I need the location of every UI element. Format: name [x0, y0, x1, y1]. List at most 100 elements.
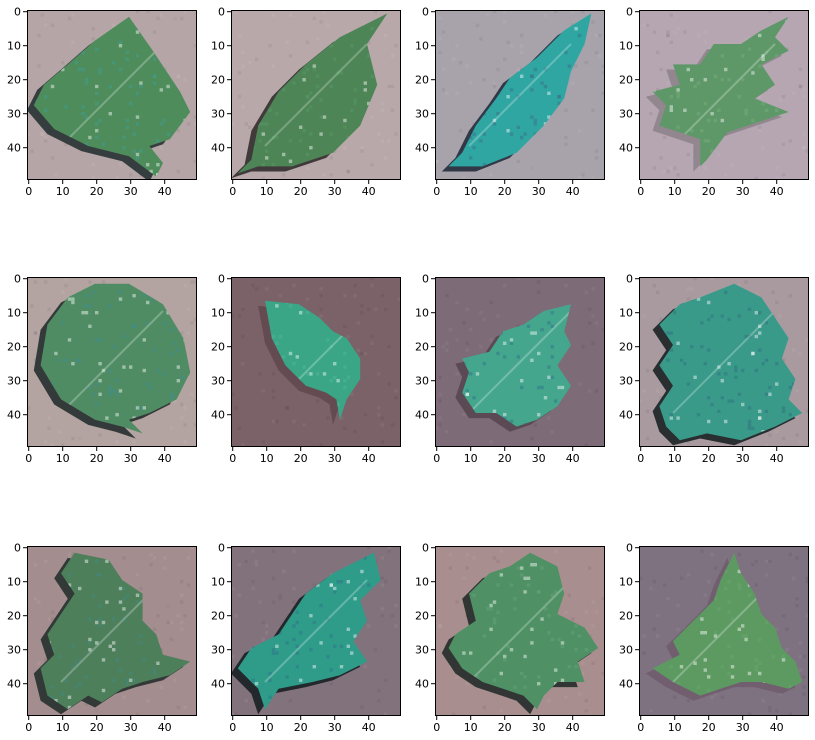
axes-frame — [231, 277, 401, 447]
y-tick-label: 30 — [7, 375, 21, 388]
y-tick-label: 30 — [211, 375, 225, 388]
y-tick-label: 30 — [619, 644, 633, 657]
x-tick-label: 20 — [294, 452, 308, 465]
x-tick-label: 20 — [294, 185, 308, 198]
y-tick-label: 10 — [619, 576, 633, 589]
x-tick-label: 10 — [260, 452, 274, 465]
y-tick-label: 10 — [211, 40, 225, 53]
x-tick-label: 40 — [158, 452, 172, 465]
y-tick-label: 40 — [7, 678, 21, 691]
x-tick-label: 20 — [702, 452, 716, 465]
leaf — [652, 552, 803, 696]
y-tick-label: 0 — [626, 6, 633, 19]
image-panel: 0 10 20 30 40 0 10 20 30 40 — [415, 6, 605, 198]
x-tick-label: 30 — [328, 721, 342, 734]
x-tick-label: 20 — [702, 721, 716, 734]
axes-frame — [435, 546, 605, 716]
y-tick-label: 40 — [619, 409, 633, 422]
y-tick-label: 0 — [14, 273, 21, 286]
x-tick-label: 10 — [668, 452, 682, 465]
y-tick-label: 30 — [211, 108, 225, 121]
leaf — [40, 552, 191, 710]
y-tick-label: 40 — [211, 142, 225, 155]
x-tick-label: 10 — [464, 452, 478, 465]
y-tick-label: 20 — [211, 341, 225, 354]
x-tick-label: 20 — [498, 452, 512, 465]
x-tick-label: 0 — [637, 185, 644, 198]
y-tick-label: 40 — [619, 678, 633, 691]
y-tick-label: 20 — [415, 610, 429, 623]
y-tick-label: 0 — [626, 542, 633, 555]
y-tick-label: 10 — [415, 40, 429, 53]
x-tick-label: 0 — [25, 721, 32, 734]
y-tick-label: 0 — [422, 6, 429, 19]
y-tick-label: 20 — [415, 341, 429, 354]
x-tick-label: 40 — [362, 452, 376, 465]
x-tick-label: 40 — [362, 721, 376, 734]
x-tick-label: 0 — [229, 452, 236, 465]
y-tick-label: 20 — [619, 341, 633, 354]
axes-frame — [435, 277, 605, 447]
x-tick-label: 20 — [294, 721, 308, 734]
x-tick-label: 20 — [498, 185, 512, 198]
y-tick-label: 40 — [211, 678, 225, 691]
leaf — [448, 552, 599, 710]
x-tick-label: 20 — [702, 185, 716, 198]
image-panel: 0 10 20 30 40 0 10 20 30 40 — [7, 6, 197, 198]
y-tick-label: 0 — [218, 542, 225, 555]
x-tick-label: 0 — [229, 721, 236, 734]
y-tick-label: 10 — [211, 307, 225, 320]
image-panel: 0 10 20 30 40 0 10 20 30 40 — [619, 542, 809, 734]
leaf — [237, 552, 381, 710]
image-panel: 0 10 20 30 40 0 10 20 30 40 — [211, 273, 401, 465]
x-tick-label: 30 — [124, 452, 138, 465]
y-tick-label: 0 — [14, 542, 21, 555]
y-tick-label: 30 — [415, 644, 429, 657]
y-tick-label: 30 — [415, 108, 429, 121]
y-tick-label: 0 — [14, 6, 21, 19]
y-tick-label: 20 — [619, 74, 633, 87]
x-tick-label: 10 — [56, 452, 70, 465]
x-tick-label: 40 — [566, 185, 580, 198]
x-tick-label: 10 — [464, 721, 478, 734]
x-tick-label: 10 — [56, 185, 70, 198]
x-tick-label: 40 — [770, 452, 784, 465]
axes-frame — [27, 277, 197, 447]
y-tick-label: 40 — [619, 142, 633, 155]
leaf — [33, 16, 191, 177]
x-tick-label: 40 — [362, 185, 376, 198]
leaf — [237, 13, 388, 174]
image-panel: 0 10 20 30 40 0 10 20 30 40 — [7, 273, 197, 465]
x-tick-label: 40 — [566, 721, 580, 734]
axes-frame — [27, 546, 197, 716]
axes-frame — [435, 10, 605, 180]
y-tick-label: 10 — [7, 40, 21, 53]
x-tick-label: 30 — [736, 721, 750, 734]
leaf — [652, 16, 789, 167]
y-tick-label: 40 — [211, 409, 225, 422]
axes-frame — [639, 546, 809, 716]
x-tick-label: 20 — [90, 452, 104, 465]
x-tick-label: 10 — [464, 185, 478, 198]
leaf — [462, 304, 571, 427]
x-tick-label: 40 — [158, 721, 172, 734]
image-panel: 0 10 20 30 40 0 10 20 30 40 — [619, 6, 809, 198]
image-panel: 0 10 20 30 40 0 10 20 30 40 — [7, 542, 197, 734]
x-tick-label: 40 — [158, 185, 172, 198]
x-tick-label: 10 — [56, 721, 70, 734]
leaf — [659, 283, 803, 441]
y-tick-label: 20 — [7, 74, 21, 87]
image-panel: 0 10 20 30 40 0 10 20 30 40 — [415, 273, 605, 465]
x-tick-label: 40 — [566, 452, 580, 465]
x-tick-label: 30 — [328, 452, 342, 465]
y-tick-label: 30 — [415, 375, 429, 388]
image-panel: 0 10 20 30 40 0 10 20 30 40 — [415, 542, 605, 734]
x-tick-label: 10 — [260, 721, 274, 734]
x-tick-label: 30 — [736, 452, 750, 465]
x-tick-label: 10 — [260, 185, 274, 198]
y-tick-label: 30 — [211, 644, 225, 657]
image-panel: 0 10 20 30 40 0 10 20 30 40 — [211, 6, 401, 198]
y-tick-label: 0 — [218, 273, 225, 286]
